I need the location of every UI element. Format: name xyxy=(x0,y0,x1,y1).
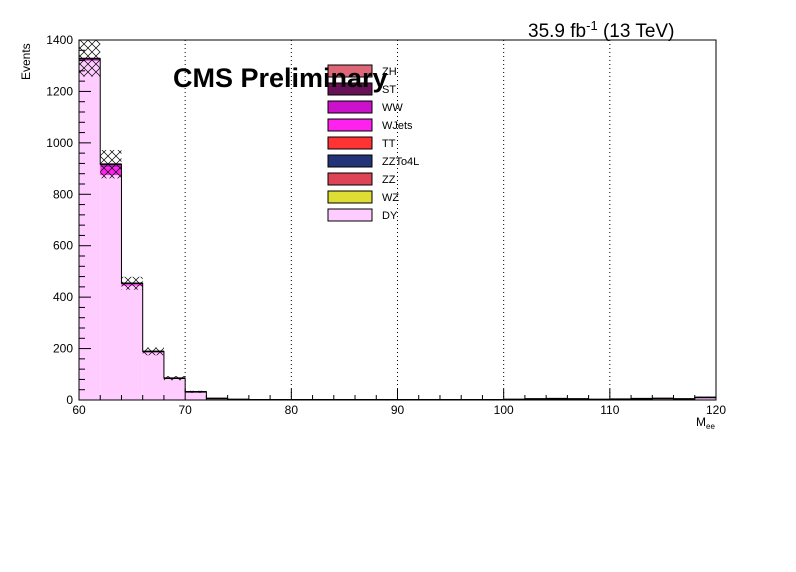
x-tick-label-100: 100 xyxy=(494,403,514,417)
legend-swatch-wjets xyxy=(327,118,373,132)
legend-swatch-st xyxy=(327,82,373,96)
legend-swatch-ww xyxy=(327,100,373,114)
uncertainty-bin-27 xyxy=(652,397,674,399)
legend-label-wjets: WJets xyxy=(382,120,413,132)
axes-layer: 0 200 400 600 800 1000 1200 1400 60 70 80 90 100 110 1… xyxy=(46,33,726,417)
uncertainty-bin-2 xyxy=(121,276,143,290)
y-axis-title: Events xyxy=(19,43,33,80)
bar-dy-bin-5 xyxy=(185,391,207,400)
bar-dy-bin-2 xyxy=(121,285,143,400)
uncertainty-bin-29 xyxy=(694,396,716,399)
bar-dy-bin-1 xyxy=(100,175,122,400)
experiment-label: CMS Preliminary xyxy=(173,63,388,93)
y-tick-label-1200: 1200 xyxy=(46,84,73,98)
legend-label-ww: WW xyxy=(382,102,403,114)
y-tick-label-800: 800 xyxy=(53,187,73,201)
y-tick-label-200: 200 xyxy=(53,342,73,356)
bar-dy-bin-0 xyxy=(79,60,101,400)
uncertainty-layer xyxy=(79,40,716,401)
uncertainty-bin-21 xyxy=(524,398,547,400)
x-tick-label-80: 80 xyxy=(285,403,299,417)
legend-swatch-wz xyxy=(327,190,373,204)
uncertainty-bin-3 xyxy=(142,347,164,356)
legend-swatch-zz xyxy=(327,172,373,186)
bar-dy-bin-4 xyxy=(163,378,186,400)
legend-label-zz: ZZ xyxy=(382,174,396,186)
legend-swatch-tt xyxy=(327,136,373,150)
uncertainty-bin-23 xyxy=(567,398,589,400)
y-tick-label-600: 600 xyxy=(53,239,73,253)
legend-label-zh: ZH xyxy=(382,66,397,78)
legend-swatch-zh xyxy=(327,64,373,78)
luminosity-label: 35.9 fb-1 (13 TeV) xyxy=(528,18,674,42)
legend-swatch-dy xyxy=(327,208,373,222)
uncertainty-bin-6 xyxy=(206,397,228,399)
uncertainty-bin-0 xyxy=(79,40,101,77)
legend-label-st: ST xyxy=(382,84,396,96)
uncertainty-bin-25 xyxy=(609,398,632,400)
legend-swatch-zzto4l xyxy=(327,154,373,168)
legend: ZH ST WW WJets TT ZZTo4L ZZ WZ DY xyxy=(327,64,419,222)
x-tick-label-120: 120 xyxy=(706,403,726,417)
grid-layer xyxy=(184,40,611,400)
y-tick-label-0: 0 xyxy=(66,393,73,407)
uncertainty-bin-5 xyxy=(185,390,207,393)
x-tick-label-90: 90 xyxy=(391,403,405,417)
uncertainty-bin-22 xyxy=(546,398,568,400)
x-tick-label-110: 110 xyxy=(600,403,619,417)
uncertainty-bin-28 xyxy=(673,398,695,400)
legend-label-dy: DY xyxy=(382,210,398,222)
legend-label-zzto4l: ZZTo4L xyxy=(382,156,419,168)
uncertainty-bin-26 xyxy=(631,398,653,400)
bar-dy-bin-29 xyxy=(694,397,716,400)
x-tick-label-70: 70 xyxy=(178,403,192,417)
uncertainty-bin-4 xyxy=(163,376,186,381)
y-tick-label-1400: 1400 xyxy=(46,33,73,47)
y-tick-label-1000: 1000 xyxy=(46,136,73,150)
bar-dy-bin-3 xyxy=(142,352,164,400)
legend-label-tt: TT xyxy=(382,138,396,150)
legend-label-wz: WZ xyxy=(382,192,399,204)
x-tick-label-60: 60 xyxy=(72,403,86,417)
uncertainty-bin-1 xyxy=(100,150,122,179)
y-tick-label-400: 400 xyxy=(53,290,73,304)
x-axis-title: Mee xyxy=(696,415,715,431)
